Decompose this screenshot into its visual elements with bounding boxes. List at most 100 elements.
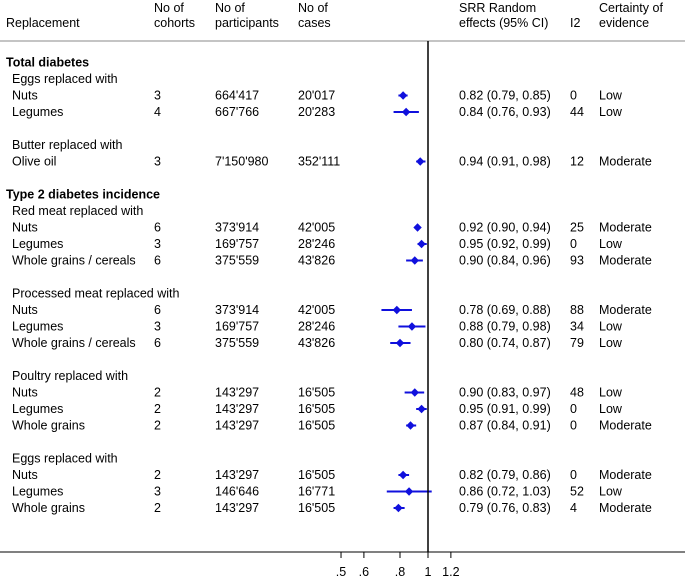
certainty-value: Moderate bbox=[599, 254, 652, 268]
header-certainty-line2: evidence bbox=[599, 16, 649, 30]
certainty-value: Low bbox=[599, 386, 623, 400]
cohorts-value: 6 bbox=[154, 221, 161, 235]
x-tick-label: .8 bbox=[395, 565, 405, 579]
group-heading: Poultry replaced with bbox=[12, 369, 128, 383]
table-row: Legumes 4 667'766 20'283 0.84 (0.76, 0.93) 44… bbox=[12, 105, 623, 119]
row-label: Whole grains / cereals bbox=[12, 336, 136, 350]
participants-value: 373'914 bbox=[215, 221, 259, 235]
srr-ci-value: 0.94 (0.91, 0.98) bbox=[459, 155, 551, 169]
row-label: Olive oil bbox=[12, 155, 56, 169]
certainty-value: Moderate bbox=[599, 419, 652, 433]
row-label: Nuts bbox=[12, 221, 38, 235]
x-tick-label: 1 bbox=[425, 565, 432, 579]
point-estimate-marker bbox=[417, 239, 426, 249]
srr-ci-value: 0.78 (0.69, 0.88) bbox=[459, 303, 551, 317]
i2-value: 34 bbox=[570, 320, 584, 334]
header-cohorts-line2: cohorts bbox=[154, 16, 195, 30]
row-label: Nuts bbox=[12, 303, 38, 317]
point-estimate-marker bbox=[416, 157, 425, 166]
forest-marks bbox=[381, 41, 432, 552]
cases-value: 42'005 bbox=[298, 303, 335, 317]
i2-value: 0 bbox=[570, 419, 577, 433]
participants-value: 169'757 bbox=[215, 237, 259, 251]
certainty-value: Moderate bbox=[599, 303, 652, 317]
i2-value: 79 bbox=[570, 336, 584, 350]
group-heading: Processed meat replaced with bbox=[12, 287, 179, 301]
cases-value: 16'505 bbox=[298, 468, 335, 482]
table-row: Legumes 3 146'646 16'771 0.86 (0.72, 1.03) 52… bbox=[12, 485, 623, 499]
cases-value: 43'826 bbox=[298, 254, 335, 268]
participants-value: 664'417 bbox=[215, 89, 259, 103]
srr-ci-value: 0.80 (0.74, 0.87) bbox=[459, 336, 551, 350]
srr-ci-value: 0.87 (0.84, 0.91) bbox=[459, 419, 551, 433]
point-estimate-marker bbox=[392, 305, 402, 315]
cohorts-value: 2 bbox=[154, 501, 161, 515]
point-estimate-marker bbox=[410, 256, 419, 265]
participants-value: 667'766 bbox=[215, 105, 259, 119]
cohorts-value: 2 bbox=[154, 386, 161, 400]
group-heading: Butter replaced with bbox=[12, 138, 123, 152]
header-participants-line2: participants bbox=[215, 16, 279, 30]
i2-value: 0 bbox=[570, 237, 577, 251]
row-label: Nuts bbox=[12, 468, 38, 482]
point-estimate-marker bbox=[395, 338, 405, 348]
cohorts-value: 2 bbox=[154, 402, 161, 416]
certainty-value: Moderate bbox=[599, 221, 652, 235]
certainty-value: Low bbox=[599, 237, 623, 251]
participants-value: 169'757 bbox=[215, 320, 259, 334]
row-label: Nuts bbox=[12, 89, 38, 103]
cases-value: 352'111 bbox=[298, 155, 340, 169]
participants-value: 375'559 bbox=[215, 336, 259, 350]
x-tick-label: .6 bbox=[359, 565, 369, 579]
header-cases-line2: cases bbox=[298, 16, 331, 30]
table-row: Nuts 6 373'914 42'005 0.92 (0.90, 0.94) 25 Mod… bbox=[12, 221, 652, 235]
certainty-value: Low bbox=[599, 320, 623, 334]
table-row: Legumes 2 143'297 16'505 0.95 (0.91, 0.99) 0 L… bbox=[12, 402, 623, 416]
cohorts-value: 3 bbox=[154, 237, 161, 251]
point-estimate-marker bbox=[394, 503, 403, 513]
participants-value: 143'297 bbox=[215, 468, 259, 482]
srr-ci-value: 0.79 (0.76, 0.83) bbox=[459, 501, 551, 515]
i2-value: 4 bbox=[570, 501, 577, 515]
row-label: Whole grains bbox=[12, 501, 85, 515]
row-label: Legumes bbox=[12, 237, 63, 251]
cases-value: 16'505 bbox=[298, 386, 335, 400]
srr-ci-value: 0.86 (0.72, 1.03) bbox=[459, 485, 551, 499]
header-cohorts-line1: No of bbox=[154, 1, 184, 15]
certainty-value: Low bbox=[599, 485, 623, 499]
table-row: Whole grains 2 143'297 16'505 0.87 (0.84, 0.… bbox=[12, 419, 652, 433]
cohorts-value: 6 bbox=[154, 303, 161, 317]
i2-value: 52 bbox=[570, 485, 584, 499]
point-estimate-marker bbox=[404, 487, 414, 496]
participants-value: 143'297 bbox=[215, 419, 259, 433]
participants-value: 146'646 bbox=[215, 485, 259, 499]
section-heading: Total diabetes bbox=[6, 56, 89, 70]
participants-value: 143'297 bbox=[215, 501, 259, 515]
cases-value: 20'283 bbox=[298, 105, 335, 119]
participants-value: 375'559 bbox=[215, 254, 259, 268]
cases-value: 28'246 bbox=[298, 237, 335, 251]
i2-value: 0 bbox=[570, 402, 577, 416]
certainty-value: Low bbox=[599, 105, 623, 119]
cohorts-value: 3 bbox=[154, 320, 161, 334]
certainty-value: Low bbox=[599, 336, 623, 350]
table-row: Nuts 2 143'297 16'505 0.82 (0.79, 0.86) 0 Mode… bbox=[12, 468, 652, 482]
row-label: Whole grains bbox=[12, 419, 85, 433]
certainty-value: Moderate bbox=[599, 501, 652, 515]
row-label: Whole grains / cereals bbox=[12, 254, 136, 268]
cases-value: 20'017 bbox=[298, 89, 335, 103]
cases-value: 16'505 bbox=[298, 419, 335, 433]
table-row: Nuts 2 143'297 16'505 0.90 (0.83, 0.97) 48 Low bbox=[12, 386, 623, 400]
group-heading: Eggs replaced with bbox=[12, 452, 118, 466]
srr-ci-value: 0.95 (0.91, 0.99) bbox=[459, 402, 551, 416]
participants-value: 7'150'980 bbox=[215, 155, 268, 169]
point-estimate-marker bbox=[398, 470, 408, 480]
cohorts-value: 2 bbox=[154, 468, 161, 482]
cohorts-value: 3 bbox=[154, 89, 161, 103]
header-certainty-line1: Certainty of bbox=[599, 1, 663, 15]
header-cases-line1: No of bbox=[298, 1, 328, 15]
cases-value: 16'505 bbox=[298, 501, 335, 515]
cohorts-value: 6 bbox=[154, 254, 161, 268]
participants-value: 143'297 bbox=[215, 402, 259, 416]
